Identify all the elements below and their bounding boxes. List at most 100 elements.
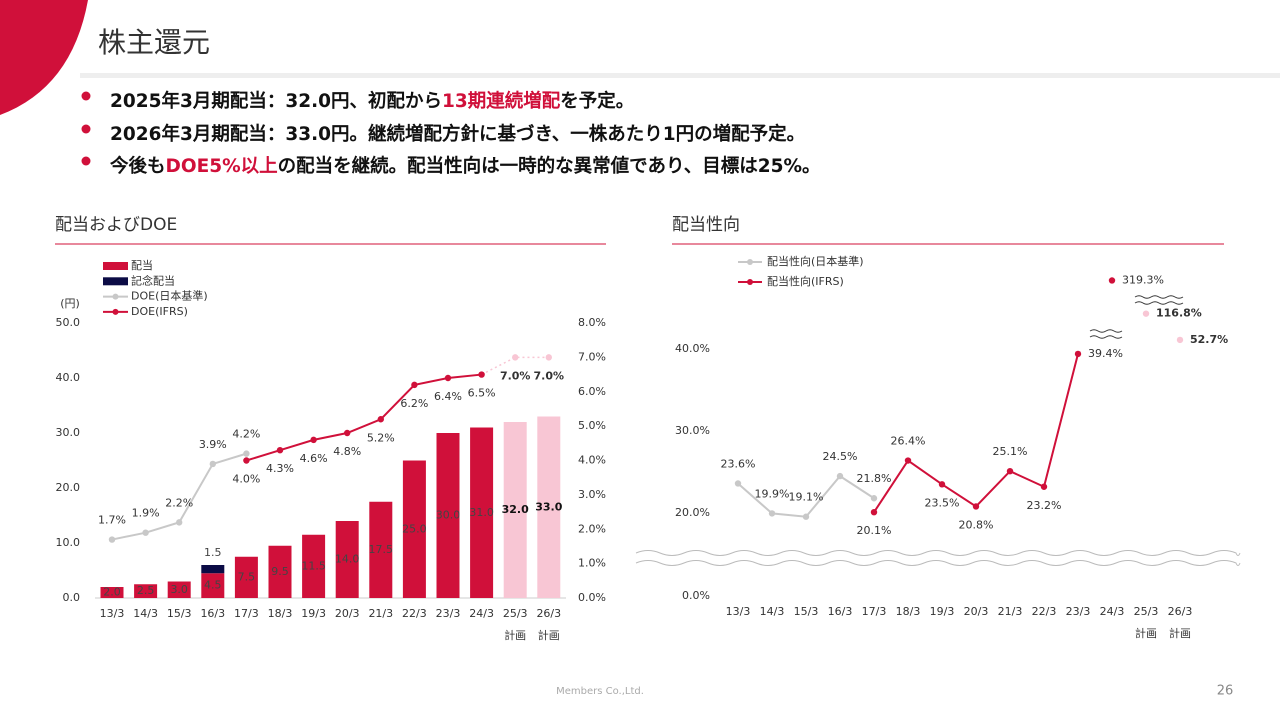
data-label: 31.0: [469, 506, 494, 519]
x-tick-label: 25/3: [503, 607, 528, 620]
point: [1142, 310, 1150, 317]
bar: [100, 587, 124, 598]
x-tick-sublabel: 計画: [504, 628, 526, 642]
footer: Members Co.,Ltd.: [556, 686, 644, 697]
point: [1040, 483, 1048, 490]
data-label: 20.8%: [959, 518, 994, 531]
x-tick-label: 14/3: [133, 607, 158, 620]
legend-swatch: [103, 262, 128, 270]
data-label: 7.0%: [500, 369, 531, 382]
point: [512, 354, 519, 361]
y-tick-label: 10.0: [56, 536, 81, 549]
title-rule: [80, 73, 1280, 78]
data-label: 6.2%: [400, 397, 428, 410]
point: [411, 381, 418, 389]
x-tick-label: 17/3: [862, 605, 887, 618]
bullet-dot: [81, 91, 91, 101]
corner-shape: [0, 0, 88, 115]
y2-tick-label: 7.0%: [578, 350, 606, 363]
point: [176, 519, 183, 526]
data-label: 2.2%: [165, 496, 193, 509]
data-label: 3.9%: [199, 438, 227, 451]
y-tick-label: 20.0%: [675, 506, 710, 519]
bar: [167, 581, 191, 598]
data-label: 23.2%: [1027, 499, 1062, 512]
bar: [436, 433, 460, 598]
bullet-segment: を予定。: [560, 90, 634, 112]
x-tick-label: 26/3: [536, 607, 561, 620]
legend-label: 配当: [131, 258, 153, 272]
point: [243, 457, 250, 464]
point: [1006, 467, 1014, 475]
data-label: 1.9%: [132, 507, 160, 520]
y-tick-label: 50.0: [56, 316, 81, 329]
point: [444, 374, 452, 382]
data-label: 20.1%: [857, 524, 892, 537]
bar: [302, 534, 326, 598]
data-label: 2.0: [103, 586, 121, 599]
data-label: 23.5%: [925, 496, 960, 509]
data-label: 7.5: [238, 570, 256, 583]
bullet-text: 2025年3月期配当：32.0円、初配から13期連続増配を予定。: [110, 90, 634, 112]
data-label: 7.0%: [534, 369, 565, 382]
point: [836, 472, 844, 480]
data-label: 11.5: [301, 559, 326, 572]
axis-break: [635, 550, 1241, 556]
x-tick-label: 20/3: [335, 607, 360, 620]
x-tick-label: 20/3: [964, 605, 989, 618]
bullet-segment: 今後も: [109, 155, 166, 177]
point: [768, 510, 776, 517]
point: [276, 446, 284, 454]
data-label: 19.9%: [755, 487, 790, 500]
x-tick-label: 18/3: [268, 607, 293, 620]
data-label: 26.4%: [891, 435, 926, 448]
bar: [201, 565, 225, 574]
x-tick-sublabel: 計画: [538, 628, 560, 642]
y2-tick-label: 1.0%: [578, 557, 606, 570]
bullet-segment: の配当を継続。配当性向は一時的な異常値であり、目標は25%。: [278, 155, 821, 177]
data-label: 21.8%: [857, 472, 892, 485]
point: [377, 416, 384, 423]
data-label: 4.6%: [300, 452, 328, 465]
y-unit-label: (円): [60, 297, 80, 310]
data-label: 39.4%: [1088, 347, 1123, 360]
data-label: 2.5: [137, 584, 155, 597]
point: [1074, 350, 1082, 358]
x-tick-label: 24/3: [1100, 605, 1125, 618]
x-tick-label: 15/3: [167, 607, 192, 620]
y-tick-label: 40.0: [56, 371, 81, 384]
x-tick-label: 19/3: [930, 605, 955, 618]
data-label: 319.3%: [1122, 273, 1164, 286]
bullet-segment: 2026年3月期配当：33.0円。継続増配方針に基づき、一株あたり1円の増配予定…: [110, 123, 805, 145]
bar: [268, 545, 292, 598]
bar: [134, 584, 158, 598]
x-tick-label: 18/3: [896, 605, 921, 618]
x-tick-label: 26/3: [1168, 605, 1193, 618]
slide-title: 株主還元: [98, 26, 210, 59]
chart-title: 配当およびDOE: [55, 215, 177, 235]
legend-label: DOE(IFRS): [131, 305, 188, 318]
point: [108, 536, 116, 543]
y-tick-label: 40.0%: [675, 342, 710, 355]
x-tick-label: 13/3: [726, 605, 751, 618]
x-tick-label: 23/3: [1066, 605, 1091, 618]
bar: [369, 501, 393, 598]
x-tick-label: 22/3: [1032, 605, 1057, 618]
data-label: 6.4%: [434, 390, 462, 403]
legend-swatch: [112, 293, 119, 300]
y2-tick-label: 8.0%: [578, 316, 606, 329]
point: [802, 513, 810, 520]
data-label: 4.3%: [266, 462, 294, 475]
data-label: 9.5: [271, 565, 289, 578]
data-label: 1.7%: [98, 514, 126, 527]
point: [870, 508, 878, 516]
point: [310, 436, 317, 444]
x-tick-sublabel: 計画: [1169, 626, 1191, 640]
y2-tick-label: 6.0%: [578, 385, 606, 398]
y2-tick-label: 4.0%: [578, 454, 606, 467]
legend-label: 記念配当: [131, 273, 175, 287]
x-tick-label: 24/3: [469, 607, 494, 620]
point: [1108, 277, 1116, 284]
y2-tick-label: 0.0%: [578, 591, 606, 604]
